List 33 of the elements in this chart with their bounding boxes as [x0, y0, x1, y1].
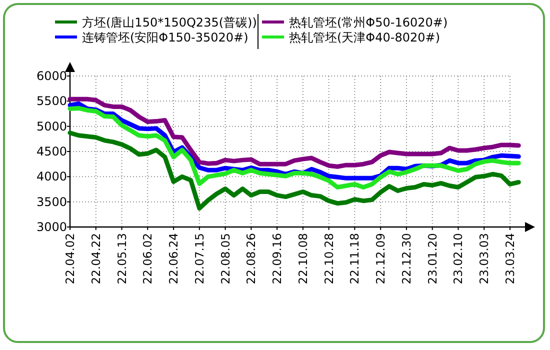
line-series: [68, 106, 521, 190]
legend-label: 连铸管坯(安阳Φ150-35020#): [82, 30, 248, 44]
x-tick-label: 22.07.15: [192, 233, 206, 284]
x-tick-label: 22.09.16: [270, 233, 284, 284]
legend-label: 热轧管坯(天津Φ40-8020#): [289, 30, 440, 44]
line-series: [68, 130, 521, 211]
legend-label: 方坯(唐山150*150Q235(普碳)): [82, 16, 257, 30]
x-tick-label: 22.04.22: [88, 233, 103, 284]
line-series: [68, 96, 521, 169]
y-tick-label: 3500: [36, 194, 67, 209]
y-tick-label: 4000: [36, 170, 67, 184]
legend-label: 热轧管坯(常州Φ50-16020#): [289, 16, 448, 30]
x-tick-label: 23.03.03: [477, 233, 492, 284]
x-tick-label: 23.03.24: [503, 233, 517, 284]
x-tick-label: 22.06.24: [166, 233, 181, 284]
x-tick-label: 23.01.20: [425, 233, 440, 284]
x-tick-label: 22.08.05: [218, 233, 232, 284]
x-tick-label: 22.05.13: [114, 233, 129, 284]
x-tick-label: 22.12.09: [374, 233, 388, 284]
y-tick-label: 5000: [36, 119, 67, 134]
plot: 3000 3500 4000 4500 5000 5500 6000 22.04.02 22.04.22 22.05.13 22.06.02 22.06.24 22.07.15 22.08.05 22.08.26 22.09.16 22.10.08 22.10.28 22.11.18 22.12.09 22.12.30 23.01.20 23.02.10 23.03.03 23.03.24: [36, 69, 535, 284]
x-tick-label: 22.10.08: [296, 233, 310, 284]
x-tick-label: 22.06.02: [140, 233, 155, 284]
y-tick-label: 4500: [36, 144, 67, 158]
x-tick-label: 22.11.18: [348, 233, 362, 284]
x-tick-label: 22.08.26: [244, 233, 258, 284]
y-tick-label: 3000: [36, 220, 67, 234]
x-tick-label: 22.10.28: [322, 233, 336, 284]
y-tick-label: 5500: [36, 94, 67, 108]
x-tick-label: 22.12.30: [399, 233, 414, 284]
x-tick-label: 22.04.02: [63, 233, 77, 284]
y-tick-label: 6000: [36, 69, 67, 83]
x-tick-label: 23.02.10: [451, 233, 466, 284]
